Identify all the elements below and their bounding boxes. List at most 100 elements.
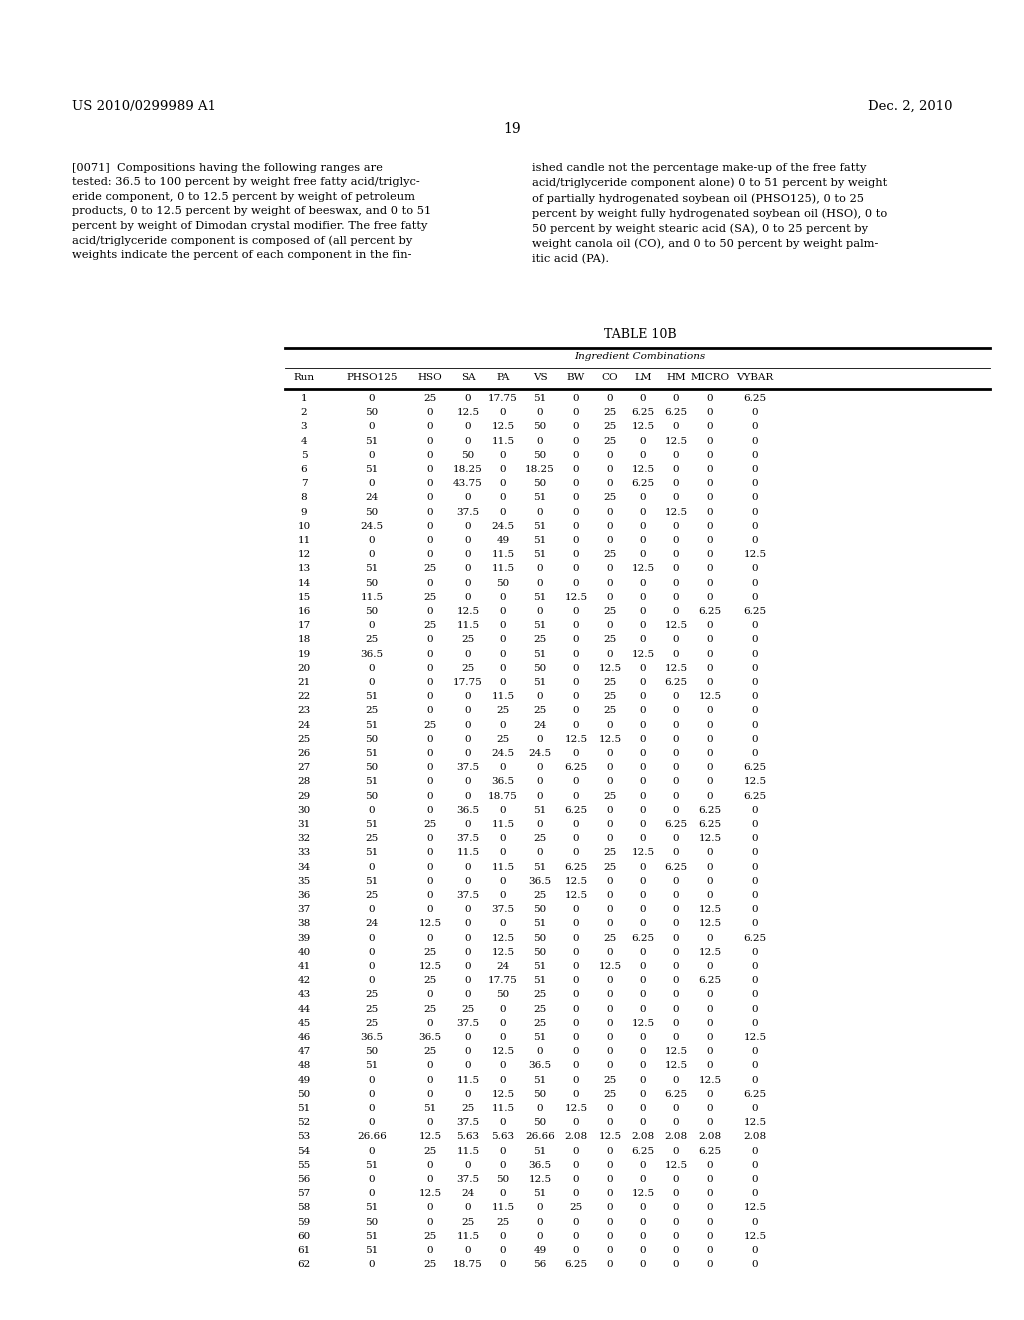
Text: 6.25: 6.25 [698, 1147, 722, 1155]
Text: 0: 0 [369, 1090, 376, 1098]
Text: 19: 19 [297, 649, 310, 659]
Text: 12: 12 [297, 550, 310, 560]
Text: 0: 0 [640, 1160, 646, 1170]
Text: 0: 0 [572, 1061, 580, 1071]
Text: 0: 0 [752, 891, 759, 900]
Text: 0: 0 [673, 748, 679, 758]
Text: 0: 0 [369, 1118, 376, 1127]
Text: 0: 0 [707, 792, 714, 801]
Text: 12.5: 12.5 [665, 664, 687, 673]
Text: 0: 0 [572, 834, 580, 843]
Text: 25: 25 [423, 1005, 436, 1014]
Text: 0: 0 [427, 805, 433, 814]
Text: 0: 0 [640, 1061, 646, 1071]
Text: 0: 0 [752, 849, 759, 858]
Text: 25: 25 [423, 1232, 436, 1241]
Text: 0: 0 [673, 891, 679, 900]
Text: 0: 0 [752, 521, 759, 531]
Text: 0: 0 [606, 805, 613, 814]
Text: 36.5: 36.5 [492, 777, 515, 787]
Text: 0: 0 [673, 578, 679, 587]
Text: 28: 28 [297, 777, 310, 787]
Text: 24: 24 [366, 920, 379, 928]
Text: 0: 0 [465, 876, 471, 886]
Text: 0: 0 [640, 622, 646, 630]
Text: 0: 0 [606, 777, 613, 787]
Text: 11.5: 11.5 [492, 862, 515, 871]
Text: 25: 25 [603, 635, 616, 644]
Text: 42: 42 [297, 977, 310, 985]
Text: 2.08: 2.08 [665, 1133, 687, 1142]
Text: 50: 50 [366, 508, 379, 516]
Text: 25: 25 [603, 692, 616, 701]
Text: 0: 0 [640, 820, 646, 829]
Text: 51: 51 [534, 920, 547, 928]
Text: 0: 0 [640, 1005, 646, 1014]
Text: 0: 0 [640, 1034, 646, 1041]
Text: 0: 0 [752, 962, 759, 972]
Text: 0: 0 [752, 805, 759, 814]
Text: 0: 0 [465, 721, 471, 730]
Text: 0: 0 [369, 479, 376, 488]
Text: 0: 0 [537, 1204, 544, 1212]
Text: 0: 0 [500, 593, 506, 602]
Text: 12.5: 12.5 [665, 1061, 687, 1071]
Text: 51: 51 [534, 1034, 547, 1041]
Text: 12.5: 12.5 [598, 664, 622, 673]
Text: 0: 0 [606, 1189, 613, 1199]
Text: 0: 0 [427, 1160, 433, 1170]
Text: 0: 0 [640, 635, 646, 644]
Text: 0: 0 [465, 1061, 471, 1071]
Text: 11.5: 11.5 [360, 593, 384, 602]
Text: 0: 0 [673, 451, 679, 459]
Text: 11.5: 11.5 [457, 1076, 479, 1085]
Text: 0: 0 [640, 393, 646, 403]
Text: 0: 0 [752, 1217, 759, 1226]
Text: 37: 37 [297, 906, 310, 915]
Text: 37.5: 37.5 [457, 834, 479, 843]
Text: 0: 0 [427, 862, 433, 871]
Text: 6.25: 6.25 [665, 678, 687, 686]
Text: 51: 51 [366, 721, 379, 730]
Text: 0: 0 [707, 678, 714, 686]
Text: 0: 0 [465, 649, 471, 659]
Text: 12.5: 12.5 [632, 1189, 654, 1199]
Text: 0: 0 [640, 834, 646, 843]
Text: 18.75: 18.75 [454, 1261, 483, 1270]
Text: 11: 11 [297, 536, 310, 545]
Text: 0: 0 [427, 706, 433, 715]
Text: 0: 0 [606, 834, 613, 843]
Text: 0: 0 [537, 820, 544, 829]
Text: 0: 0 [752, 565, 759, 573]
Text: 0: 0 [572, 664, 580, 673]
Text: 51: 51 [534, 1189, 547, 1199]
Text: 0: 0 [707, 1104, 714, 1113]
Text: 51: 51 [366, 849, 379, 858]
Text: 0: 0 [500, 721, 506, 730]
Text: 50: 50 [534, 1118, 547, 1127]
Text: 0: 0 [707, 891, 714, 900]
Text: 26.66: 26.66 [357, 1133, 387, 1142]
Text: 0: 0 [572, 479, 580, 488]
Text: 0: 0 [673, 1246, 679, 1255]
Text: 0: 0 [427, 578, 433, 587]
Text: 0: 0 [673, 1175, 679, 1184]
Text: 0: 0 [572, 1076, 580, 1085]
Text: 51: 51 [366, 748, 379, 758]
Text: 25: 25 [423, 593, 436, 602]
Text: 5: 5 [301, 451, 307, 459]
Text: 36: 36 [297, 891, 310, 900]
Text: [0071]  Compositions having the following ranges are
tested: 36.5 to 100 percent: [0071] Compositions having the following… [72, 162, 431, 260]
Text: 24.5: 24.5 [492, 748, 515, 758]
Text: 0: 0 [673, 920, 679, 928]
Text: 50: 50 [534, 933, 547, 942]
Text: 0: 0 [606, 920, 613, 928]
Text: 0: 0 [572, 1034, 580, 1041]
Text: 51: 51 [366, 1246, 379, 1255]
Text: 0: 0 [640, 1175, 646, 1184]
Text: 0: 0 [752, 977, 759, 985]
Text: 0: 0 [537, 1232, 544, 1241]
Text: 0: 0 [752, 1076, 759, 1085]
Text: 5.63: 5.63 [457, 1133, 479, 1142]
Text: 0: 0 [465, 820, 471, 829]
